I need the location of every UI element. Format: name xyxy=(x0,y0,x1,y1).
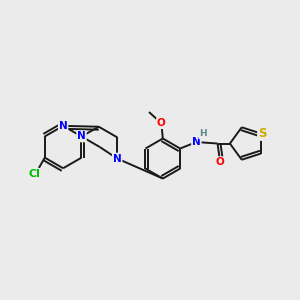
Text: O: O xyxy=(215,157,224,167)
Text: S: S xyxy=(258,127,266,140)
Text: O: O xyxy=(157,118,166,128)
Text: N: N xyxy=(77,131,86,142)
Text: N: N xyxy=(59,121,68,131)
Text: N: N xyxy=(113,154,122,164)
Text: Cl: Cl xyxy=(28,169,40,179)
Text: N: N xyxy=(192,137,201,147)
Text: H: H xyxy=(199,129,207,138)
